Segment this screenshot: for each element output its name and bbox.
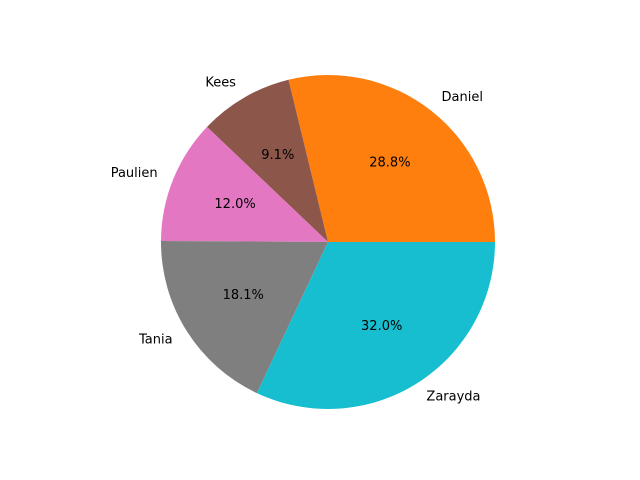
slice-label-tania: Tania — [138, 332, 173, 347]
pct-label-daniel: 28.8% — [369, 156, 410, 171]
pie-slice-tania — [161, 240, 328, 394]
pie-slice-paulien — [161, 126, 328, 242]
pct-label-paulien: 12.0% — [214, 197, 255, 212]
pie-slice-daniel — [288, 74, 495, 242]
pie-labels: Daniel 28.8% Kees 9.1% Paulien 12.0% Tania 18.1… — [111, 76, 483, 405]
slice-label-daniel: Daniel — [442, 90, 483, 105]
slice-label-zarayda: Zarayda — [426, 390, 480, 405]
pie-slice-zarayda — [256, 242, 495, 409]
pct-label-tania: 18.1% — [223, 288, 264, 303]
pie-slice-kees — [206, 79, 328, 242]
pct-label-zarayda: 32.0% — [361, 319, 402, 334]
slice-label-paulien: Paulien — [111, 166, 158, 181]
pct-label-kees: 9.1% — [261, 148, 294, 163]
slice-label-kees: Kees — [205, 76, 236, 91]
pie-slices — [161, 74, 495, 409]
